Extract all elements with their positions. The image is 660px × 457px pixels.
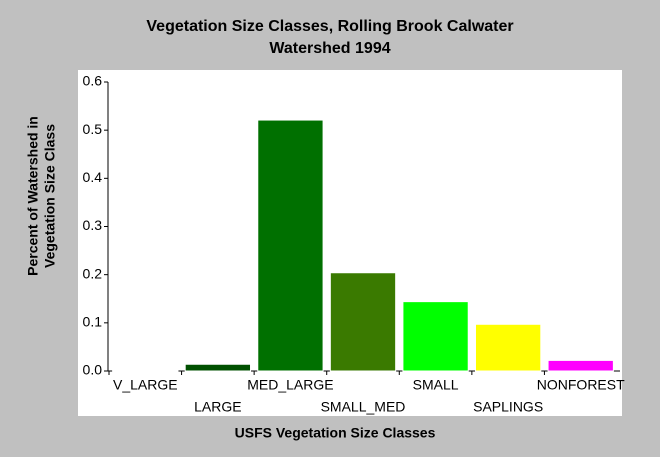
y-tick-label: 0.6 [83,73,103,89]
y-axis-title: Vegetation Size Class [42,124,58,268]
y-axis-title: Percent of Watershed in [25,116,41,276]
y-tick-label: 0.2 [83,265,103,281]
x-tick-label: MED_LARGE [247,377,333,393]
bar [402,301,469,372]
x-tick-label: SMALL_MED [321,399,406,415]
x-axis-title: USFS Vegetation Size Classes [235,425,436,441]
x-tick-label: NONFOREST [537,377,625,393]
x-tick-label: LARGE [194,399,241,415]
bar [184,363,252,372]
bar [112,369,179,372]
chart-title: Watershed 1994 [269,40,390,57]
bar [547,359,614,372]
x-tick-label: SAPLINGS [473,399,543,415]
bar [474,323,542,372]
y-tick-label: 0.3 [83,217,103,233]
y-tick-label: 0.0 [83,362,103,378]
bar [257,119,324,372]
x-tick-label: V_LARGE [113,377,178,393]
y-tick-label: 0.4 [83,169,103,185]
chart-title: Vegetation Size Classes, Rolling Brook C… [146,18,513,35]
y-tick-label: 0.5 [83,121,103,137]
x-tick-label: SMALL [413,377,459,393]
y-tick-label: 0.1 [83,314,103,330]
bar [329,272,397,372]
